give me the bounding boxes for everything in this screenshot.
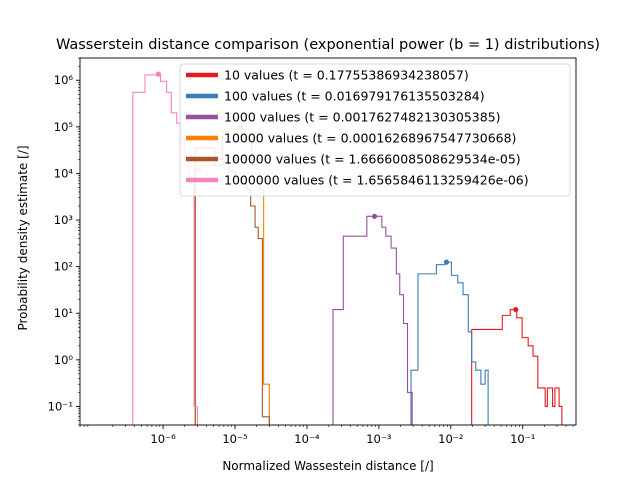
axes-layer: 10⁻⁶ 10⁻⁵ 10⁻⁴ 10⁻³ 10⁻² 10⁻¹ 10⁻¹ 10⁰ 10¹ 10² 10³…	[48, 57, 577, 446]
legend-box	[179, 63, 571, 197]
y-tick-label-0: 10⁻¹	[48, 399, 73, 413]
x-tick-label-2: 10⁻⁴	[294, 432, 320, 446]
series-marker-2	[371, 213, 378, 219]
y-tick-label-6: 10⁵	[54, 120, 74, 134]
y-tick-label-5: 10⁴	[54, 166, 74, 180]
legend-label-1: 100 values (t = 0.016979176135503284)	[224, 89, 485, 104]
legend-label-5: 1000000 values (t = 1.6565846113259426e-…	[224, 173, 529, 188]
y-tick-label-2: 10¹	[54, 306, 73, 320]
series-step-line-0	[471, 309, 563, 425]
legend-label-2: 1000 values (t = 0.0017627482130305385)	[224, 110, 501, 125]
legend-label-3: 10000 values (t = 0.00016268967547730668…	[224, 131, 516, 146]
x-tick-label-0: 10⁻⁶	[150, 432, 176, 446]
legend-label-4: 100000 values (t = 1.6666008508629534e-0…	[224, 152, 521, 167]
series-step-line-1	[410, 261, 489, 425]
plot-frame	[79, 57, 577, 426]
series-marker-0	[513, 306, 519, 313]
x-tick-label-5: 10⁻¹	[510, 432, 535, 446]
chart-title: Wasserstein distance comparison (exponen…	[56, 37, 600, 53]
x-tick-label-1: 10⁻⁵	[222, 432, 248, 446]
y-tick-label-4: 10³	[54, 213, 74, 227]
y-tick-label-7: 10⁶	[54, 73, 74, 87]
series-0	[471, 306, 563, 425]
series-2	[332, 213, 413, 425]
series-1	[410, 259, 489, 425]
x-tick-label-3: 10⁻³	[366, 432, 392, 446]
series-marker-1	[443, 259, 450, 265]
y-tick-label-3: 10²	[54, 260, 73, 274]
series-marker-5	[155, 71, 161, 77]
x-axis-label: Normalized Wassestein distance [/]	[222, 459, 433, 473]
x-tick-label-4: 10⁻²	[438, 432, 463, 446]
series-step-line-2	[332, 215, 413, 425]
legend: 10 values (t = 0.17755386934238057) 100 v…	[179, 63, 571, 197]
y-axis-label: Probability density estimate [/]	[16, 145, 30, 330]
y-tick-label-1: 10⁰	[54, 353, 74, 367]
legend-label-0: 10 values (t = 0.17755386934238057)	[224, 68, 469, 83]
